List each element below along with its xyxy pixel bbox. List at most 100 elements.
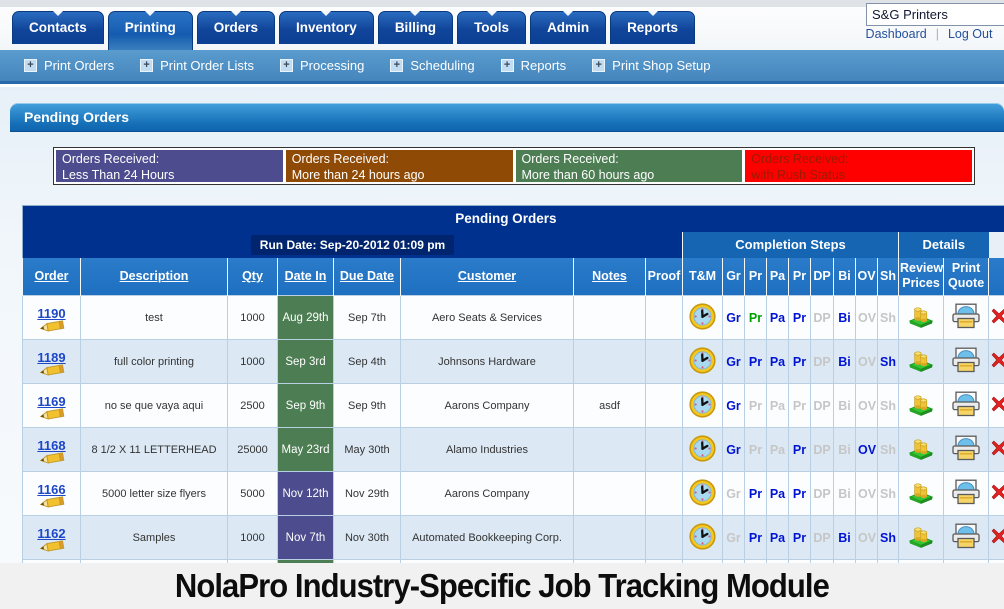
pencil-icon[interactable] [25, 407, 78, 421]
plus-box-icon[interactable]: + [140, 59, 154, 72]
dashboard-link[interactable]: Dashboard [865, 27, 927, 41]
time-materials-clock-icon-cell [682, 515, 723, 560]
delete-x-icon[interactable] [991, 528, 1004, 547]
pencil-icon[interactable] [25, 363, 78, 377]
print-quote-printer-icon[interactable] [951, 435, 981, 464]
print-quote-printer-icon[interactable] [951, 479, 981, 508]
pencil-icon[interactable] [25, 451, 78, 465]
review-prices-money-icon[interactable] [907, 524, 935, 551]
tab-orders[interactable]: Orders [196, 11, 276, 44]
order-number-link[interactable]: 1189 [37, 349, 66, 365]
subnav-item-scheduling[interactable]: + Scheduling [390, 58, 475, 73]
plus-box-icon[interactable]: + [390, 59, 404, 72]
plus-box-icon[interactable]: + [280, 59, 293, 72]
col-header-order[interactable]: Order [22, 257, 81, 296]
time-materials-clock-icon[interactable] [689, 522, 716, 553]
delete-x-icon[interactable] [991, 440, 1004, 459]
subnav-item-print-shop-setup[interactable]: + Print Shop Setup [592, 58, 710, 73]
step-link-bi[interactable]: Bi [838, 530, 851, 545]
col-header-qty[interactable]: Qty [227, 257, 278, 296]
print-quote-printer-icon[interactable] [951, 347, 981, 376]
subnav-item-processing[interactable]: + Processing [280, 58, 364, 73]
review-prices-money-icon[interactable] [907, 392, 935, 419]
table-body: 1190 test 1000 Aug 29th Sep 7th Aero Seats & … [22, 295, 1004, 563]
step-link-pr[interactable]: Pr [792, 530, 807, 545]
print-quote-printer-icon[interactable] [951, 523, 981, 552]
step-link-pr[interactable]: Pr [792, 442, 807, 457]
plus-box-icon[interactable]: + [24, 59, 37, 72]
step-link-pa[interactable]: Pa [769, 530, 786, 545]
order-number-link[interactable]: 1169 [37, 393, 66, 409]
step-link-pr[interactable]: Pr [792, 486, 807, 501]
step-link-ov[interactable]: OV [858, 442, 877, 457]
col-header-due-date[interactable]: Due Date [333, 257, 401, 296]
step-link-sh[interactable]: Sh [880, 354, 896, 369]
plus-box-icon[interactable]: + [500, 59, 514, 72]
delete-x-icon[interactable] [991, 308, 1004, 327]
tab-billing[interactable]: Billing [377, 11, 454, 44]
plus-box-icon[interactable]: + [592, 59, 606, 72]
step-link-pr[interactable]: Pr [748, 354, 763, 369]
description-cell: no se que vaya aqui [80, 383, 228, 428]
col-header-notes[interactable]: Notes [573, 257, 646, 296]
step-dp-cell: DP [810, 515, 834, 560]
print-quote-printer-icon[interactable] [951, 391, 981, 420]
step-link-pa[interactable]: Pa [769, 354, 786, 369]
col-header-step-5-bi: Bi [833, 257, 856, 296]
tab-inventory[interactable]: Inventory [279, 11, 374, 44]
print-quote-printer-icon[interactable] [951, 303, 981, 332]
tab-tools[interactable]: Tools [457, 11, 527, 44]
subnav-item-print-orders[interactable]: + Print Orders [24, 58, 114, 73]
step-ov-cell: OV [855, 339, 878, 384]
step-link-pr[interactable]: Pr [792, 354, 807, 369]
step-link-pa[interactable]: Pa [769, 310, 786, 325]
company-input[interactable] [866, 3, 1004, 26]
col-header-description[interactable]: Description [80, 257, 228, 296]
qty-cell: 1000 [227, 339, 278, 384]
time-materials-clock-icon[interactable] [689, 434, 716, 465]
order-number-link[interactable]: 1168 [37, 437, 66, 453]
step-link-pr[interactable]: Pr [792, 310, 807, 325]
pencil-icon[interactable] [25, 539, 78, 553]
delete-x-icon[interactable] [991, 396, 1004, 415]
step-link-gr[interactable]: Gr [726, 398, 741, 413]
tab-admin[interactable]: Admin [530, 11, 607, 44]
step-link-pr[interactable]: Pr [748, 530, 763, 545]
col-header-customer[interactable]: Customer [400, 257, 574, 296]
subnav-item-reports[interactable]: + Reports [500, 58, 566, 73]
tab-contacts[interactable]: Contacts [12, 11, 104, 44]
review-prices-money-icon[interactable] [907, 436, 935, 463]
step-link-gr[interactable]: Gr [726, 310, 741, 325]
delete-x-icon[interactable] [991, 484, 1004, 503]
order-number-link[interactable]: 1166 [37, 481, 66, 497]
pencil-icon[interactable] [25, 495, 78, 509]
step-pr-cell: Pr [744, 339, 767, 384]
step-link-bi[interactable]: Bi [838, 354, 851, 369]
logout-link[interactable]: Log Out [947, 27, 993, 41]
time-materials-clock-icon[interactable] [689, 302, 716, 333]
time-materials-clock-icon[interactable] [689, 478, 716, 509]
col-header-proof: Proof [645, 257, 683, 296]
tab-reports[interactable]: Reports [610, 11, 696, 44]
step-link-bi[interactable]: Bi [838, 310, 851, 325]
step-link-sh[interactable]: Sh [880, 530, 896, 545]
col-header-date-in[interactable]: Date In [277, 257, 334, 296]
subnav-item-print-order-lists[interactable]: + Print Order Lists [140, 58, 254, 73]
review-prices-money-icon[interactable] [907, 348, 935, 375]
order-number-link[interactable]: 1190 [37, 305, 66, 321]
tab-printing[interactable]: Printing [107, 11, 193, 50]
step-link-pr[interactable]: Pr [748, 486, 763, 501]
time-materials-clock-icon[interactable] [689, 390, 716, 421]
review-prices-money-icon[interactable] [907, 304, 935, 331]
step-link-gr[interactable]: Gr [726, 442, 741, 457]
step-link-ov: OV [858, 530, 877, 545]
review-prices-money-icon[interactable] [907, 480, 935, 507]
pencil-icon[interactable] [25, 319, 78, 333]
top-links: Dashboard | Log Out [856, 27, 1002, 41]
delete-x-icon[interactable] [991, 352, 1004, 371]
step-link-pa[interactable]: Pa [769, 486, 786, 501]
order-number-link[interactable]: 1162 [37, 525, 66, 541]
step-link-gr[interactable]: Gr [726, 354, 741, 369]
time-materials-clock-icon[interactable] [689, 346, 716, 377]
step-link-pr[interactable]: Pr [748, 310, 763, 325]
